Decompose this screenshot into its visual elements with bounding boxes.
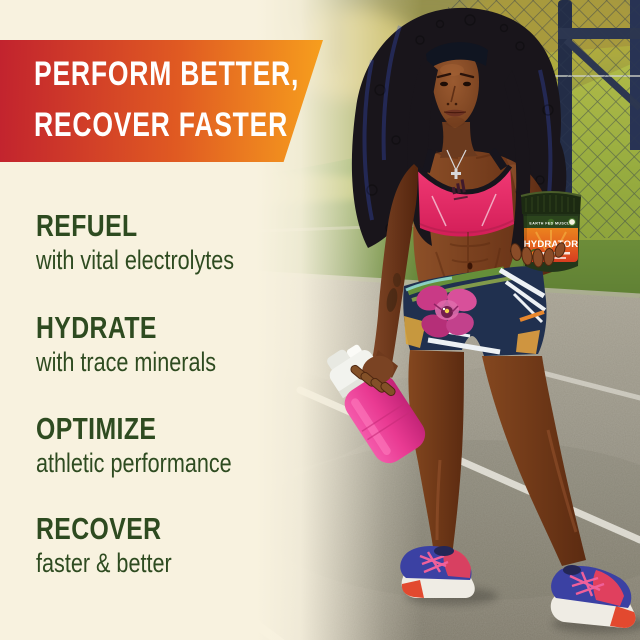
- shoe-overlay: [593, 570, 624, 606]
- label-subtext-bar: [544, 257, 566, 259]
- benefit-recover: RECOVER faster & better: [36, 511, 206, 579]
- benefit-heading: HYDRATE: [36, 310, 157, 345]
- eye: [463, 81, 471, 87]
- laces: [569, 571, 605, 597]
- usda-organic-badge-icon: [568, 218, 576, 226]
- face: [426, 42, 488, 128]
- bra-strap: [488, 147, 508, 171]
- lid-rim-highlight: [520, 191, 582, 197]
- shoe-outsole-accent: [610, 606, 636, 628]
- benefit-heading: OPTIMIZE: [36, 411, 157, 446]
- benefit-description: with trace minerals: [36, 347, 217, 377]
- yellow-patch: [404, 316, 426, 348]
- bra-strap: [422, 148, 436, 174]
- floral-shorts: [403, 266, 547, 356]
- flower: [416, 285, 477, 338]
- bra-piping: [431, 193, 497, 227]
- product-name-label: HYDRATOR: [524, 239, 579, 250]
- shoe-outsole-accent: [401, 580, 424, 598]
- cross-necklace-icon: [446, 149, 467, 179]
- right-hand: [350, 350, 398, 397]
- adidas-logo-icon: [451, 179, 468, 201]
- benefit-heading: REFUEL: [36, 208, 138, 243]
- brand-emblem: [547, 218, 555, 226]
- neck: [440, 122, 478, 158]
- forearm-tattoo: [386, 288, 398, 312]
- right-arm: [372, 164, 418, 364]
- benefit-description: with vital electrolytes: [36, 245, 235, 275]
- yellow-patch: [516, 330, 540, 354]
- shin-highlight: [546, 429, 578, 533]
- bottle-ridges: [361, 402, 412, 441]
- left-leg: [482, 356, 586, 566]
- nose: [450, 85, 456, 103]
- benefit-hydrate: HYDRATE with trace minerals: [36, 310, 261, 378]
- bottle-highlight: [351, 398, 391, 455]
- laces: [419, 551, 449, 574]
- sports-bra: [416, 147, 515, 237]
- bra-trim: [416, 164, 513, 195]
- left-shoe: [550, 565, 636, 628]
- ankle-collar: [434, 546, 454, 556]
- eye: [440, 81, 448, 87]
- forehead-highlight: [440, 64, 464, 76]
- chin-shadow: [445, 117, 465, 127]
- headline-banner: PERFORM BETTER, RECOVER FASTER: [0, 40, 323, 162]
- right-shoe: [400, 546, 475, 598]
- navel: [467, 262, 473, 270]
- curl-texture: [366, 14, 554, 238]
- leaf-stripe: [406, 266, 505, 296]
- left-hand-fingers: [510, 242, 566, 268]
- shoe-overlay: [443, 548, 471, 578]
- lid-ridges: [525, 195, 575, 212]
- ankle-collar: [563, 565, 581, 575]
- teal-stripe: [405, 276, 453, 292]
- headline-line1: PERFORM BETTER,: [34, 55, 300, 93]
- right-leg: [408, 350, 464, 556]
- jar-shade: [523, 214, 527, 266]
- bra-band-seam: [419, 219, 515, 234]
- shin-highlight: [435, 459, 442, 541]
- benefit-description: athletic performance: [36, 448, 232, 478]
- bottle-body: [344, 374, 426, 464]
- product-brand-label: EARTH FED MUSCLE: [529, 222, 572, 226]
- benefit-description: faster & better: [36, 548, 172, 578]
- benefit-refuel: REFUEL with vital electrolytes: [36, 208, 284, 276]
- headline-line2: RECOVER FASTER: [34, 106, 289, 144]
- orange-stripe: [519, 310, 545, 322]
- headband: [426, 42, 488, 70]
- benefit-heading: RECOVER: [36, 511, 162, 546]
- eyebrows: [436, 72, 475, 79]
- jar-lid: [521, 192, 581, 214]
- forearm-tattoo: [393, 273, 401, 287]
- benefit-optimize: OPTIMIZE athletic performance: [36, 411, 281, 479]
